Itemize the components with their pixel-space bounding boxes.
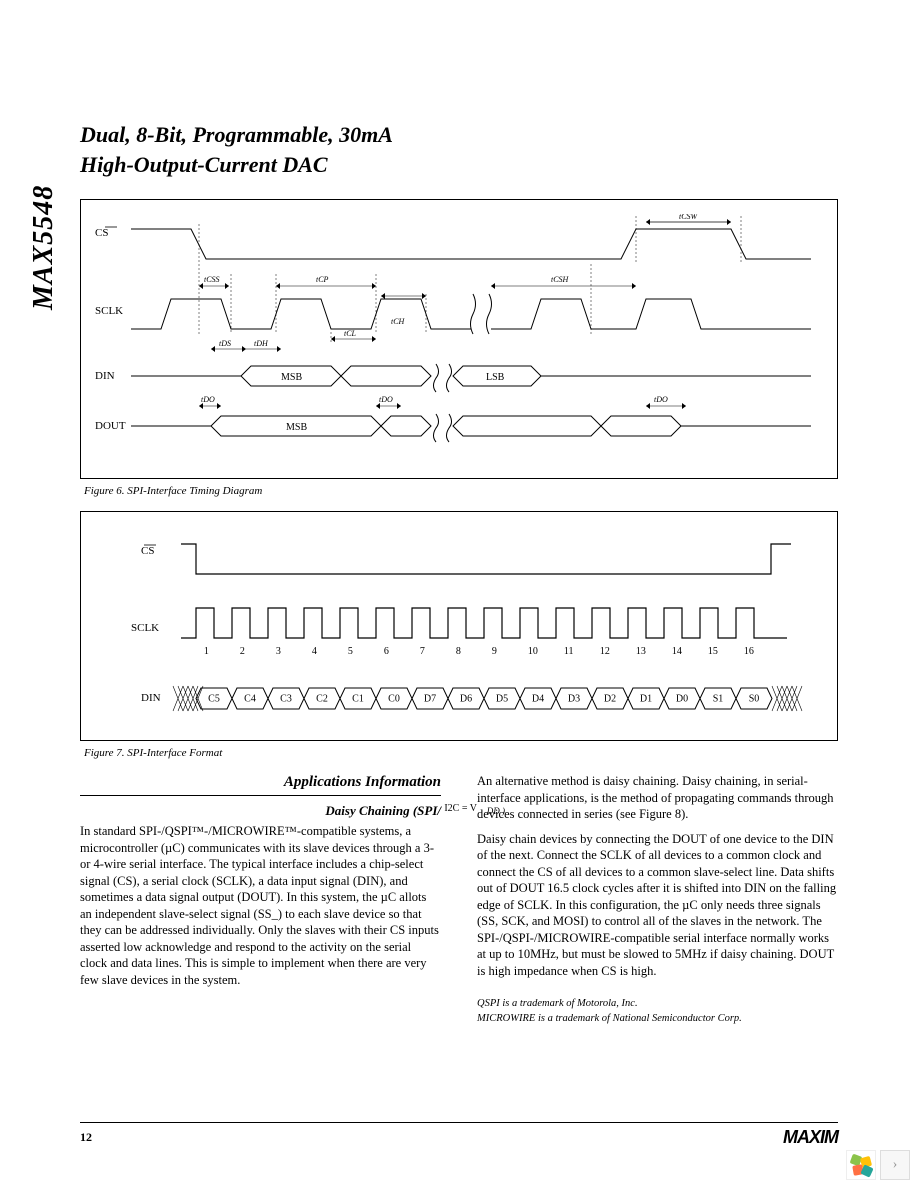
fig6-tdo3: tDO: [654, 395, 668, 404]
fig7-clock-number: 8: [456, 646, 461, 657]
fig6-tdh: tDH: [254, 339, 269, 348]
fig6-tch: tCH: [391, 317, 406, 326]
fig7-din-bit: C4: [244, 694, 256, 705]
figure7-box: CS SCLK 12345678910111213141516 DIN C5C4…: [80, 511, 838, 741]
chevron-right-icon: ›: [893, 1157, 898, 1173]
fig7-din-bit: S0: [749, 694, 760, 705]
fig7-label-cs: CS: [141, 545, 154, 557]
fig7-clock-number: 11: [564, 646, 574, 657]
fig7-din-bit: C3: [280, 694, 292, 705]
nav-logo-icon[interactable]: [846, 1150, 876, 1180]
fig7-din-bit: D4: [532, 694, 544, 705]
fig7-din-bit: D1: [640, 694, 652, 705]
trademark-microwire: MICROWIRE is a trademark of National Sem…: [477, 1012, 838, 1027]
fig6-tds: tDS: [219, 339, 231, 348]
daisy-chain-subheader: Daisy Chaining (SPI/: [325, 803, 441, 818]
fig6-label-din: DIN: [95, 370, 115, 382]
subheader-note2: DD ): [487, 806, 505, 818]
figure6-box: CS tCSW SCLK tCSS tCP: [80, 199, 838, 479]
fig6-din-msb: MSB: [281, 372, 302, 383]
trademark-qspi: QSPI is a trademark of Motorola, Inc.: [477, 997, 838, 1012]
fig6-tcsh: tCSH: [551, 275, 570, 284]
fig7-clock-number: 6: [384, 646, 389, 657]
fig7-clock-number: 13: [636, 646, 646, 657]
apps-right-para1: An alternative method is daisy chaining.…: [477, 773, 838, 823]
fig7-clock-number: 10: [528, 646, 538, 657]
fig6-tcss: tCSS: [204, 275, 220, 284]
fig7-din-bit: D2: [604, 694, 616, 705]
fig6-tdo1: tDO: [201, 395, 215, 404]
page-title: Dual, 8-Bit, Programmable, 30mA High-Out…: [80, 120, 838, 179]
applications-section: Applications Information Daisy Chaining …: [80, 773, 838, 1026]
fig7-clock-number: 9: [492, 646, 497, 657]
fig7-din-bit: D6: [460, 694, 472, 705]
fig6-label-cs: CS: [95, 227, 108, 239]
fig7-clock-number: 15: [708, 646, 718, 657]
fig7-din-bit: C1: [352, 694, 364, 705]
fig7-clock-number: 12: [600, 646, 610, 657]
apps-right-para2: Daisy chain devices by connecting the DO…: [477, 831, 838, 980]
fig6-dout-msb: MSB: [286, 422, 307, 433]
fig7-din-bit: D0: [676, 694, 688, 705]
applications-header: Applications Information: [284, 774, 441, 790]
fig6-label-dout: DOUT: [95, 420, 126, 432]
fig7-label-sclk: SCLK: [131, 622, 159, 634]
fig7-clock-number: 16: [744, 646, 754, 657]
fig7-clock-number: 14: [672, 646, 682, 657]
figure7-format-diagram: CS SCLK 12345678910111213141516 DIN C5C4…: [91, 526, 811, 726]
fig6-tcp: tCP: [316, 275, 329, 284]
fig6-tcsw: tCSW: [679, 214, 699, 221]
fig7-clock-number: 1: [204, 646, 209, 657]
fig7-din-bit: C0: [388, 694, 400, 705]
page-footer: 12 MAXIM: [80, 1122, 838, 1148]
fig7-clock-number: 7: [420, 646, 425, 657]
fig7-clock-number: 2: [240, 646, 245, 657]
title-line2: High-Output-Current DAC: [80, 152, 328, 177]
fig6-din-lsb: LSB: [486, 372, 505, 383]
subheader-note: I2C = V: [444, 802, 477, 815]
title-line1: Dual, 8-Bit, Programmable, 30mA: [80, 122, 393, 147]
nav-next-button[interactable]: ›: [880, 1150, 910, 1180]
fig7-din-bit: D5: [496, 694, 508, 705]
figure6-caption: Figure 6. SPI-Interface Timing Diagram: [84, 485, 838, 497]
fig7-clock-number: 5: [348, 646, 353, 657]
part-number: MAX5548: [28, 185, 60, 310]
nav-widget: ›: [846, 1150, 910, 1180]
fig7-clock-number: 4: [312, 646, 317, 657]
fig7-din-bit: C5: [208, 694, 220, 705]
fig6-label-sclk: SCLK: [95, 305, 123, 317]
apps-left-para: In standard SPI-/QSPI™-/MICROWIRE™-compa…: [80, 823, 441, 988]
fig6-tdo2: tDO: [379, 395, 393, 404]
fig7-din-bit: C2: [316, 694, 328, 705]
figure7-caption: Figure 7. SPI-Interface Format: [84, 747, 838, 759]
fig7-din-bit: S1: [713, 694, 724, 705]
page-number: 12: [80, 1130, 92, 1145]
maxim-logo: MAXIM: [783, 1127, 838, 1148]
fig7-din-bit: D7: [424, 694, 436, 705]
fig6-tcl: tCL: [344, 329, 357, 338]
fig7-label-din: DIN: [141, 692, 161, 704]
figure6-timing-diagram: CS tCSW SCLK tCSS tCP: [91, 214, 811, 464]
fig7-din-bit: D3: [568, 694, 580, 705]
fig7-clock-number: 3: [276, 646, 281, 657]
